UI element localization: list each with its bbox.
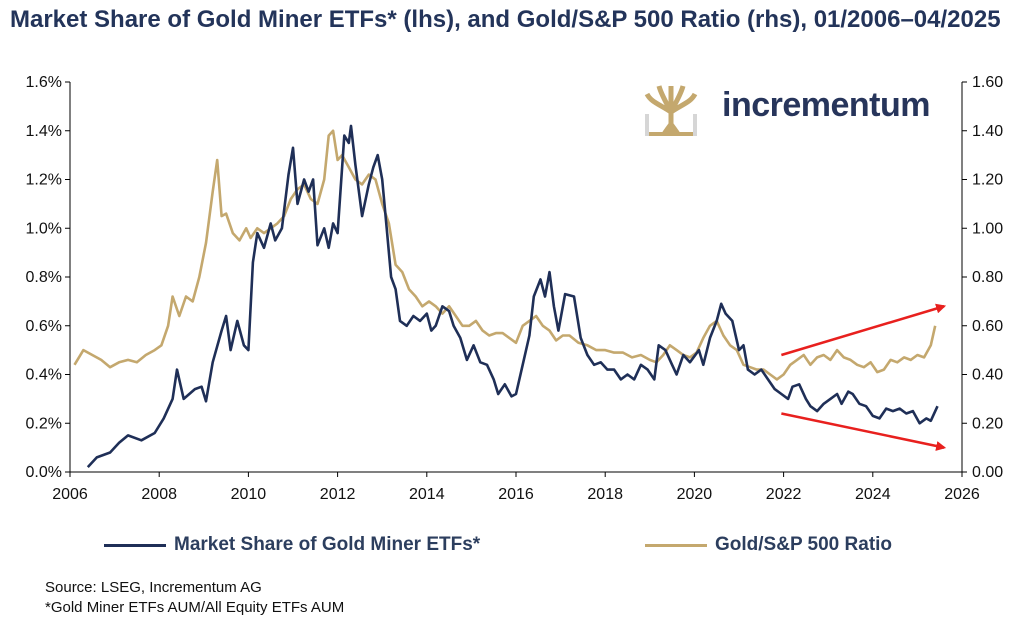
trend-arrow-up	[781, 303, 947, 357]
x-tick-label: 2016	[498, 486, 534, 503]
y-left-tick-label: 0.4%	[26, 367, 62, 384]
footnote-line: *Gold Miner ETFs AUM/All Equity ETFs AUM	[45, 599, 345, 616]
x-tick-label: 2008	[141, 486, 177, 503]
y-left-tick-label: 1.2%	[26, 172, 62, 189]
source-note: Source: LSEG, Incrementum AG *Gold Miner…	[45, 578, 344, 618]
x-tick-label: 2026	[944, 486, 980, 503]
y-left-tick-label: 0.0%	[26, 464, 62, 481]
y-right-tick-label: 0.40	[972, 367, 1003, 384]
trend-arrow-down	[781, 412, 947, 451]
y-left-tick-label: 0.8%	[26, 269, 62, 286]
chart-title: Market Share of Gold Miner ETFs* (lhs), …	[10, 6, 1001, 33]
series-group	[73, 124, 939, 468]
y-right-tick-label: 0.00	[972, 464, 1003, 481]
y-right-tick-label: 1.60	[972, 74, 1003, 91]
y-right-tick-label: 0.60	[972, 318, 1003, 335]
logo-wordmark: incrementum	[722, 86, 931, 124]
x-tick-label: 2018	[587, 486, 623, 503]
x-tick-label: 2012	[320, 486, 356, 503]
legend: Market Share of Gold Miner ETFs* Gold/S&…	[0, 530, 1028, 560]
source-line: Source: LSEG, Incrementum AG	[45, 579, 262, 596]
x-tick-label: 2014	[409, 486, 445, 503]
y-right-tick-label: 0.20	[972, 415, 1003, 432]
x-tick-label: 2020	[677, 486, 713, 503]
y-left-tick-label: 0.6%	[26, 318, 62, 335]
annotations-group	[781, 303, 947, 451]
x-tick-label: 2006	[52, 486, 88, 503]
legend-label-ratio: Gold/S&P 500 Ratio	[715, 534, 893, 555]
y-left-tick-label: 1.0%	[26, 220, 62, 237]
series-line-ratio	[73, 129, 937, 381]
legend-item-ratio: Gold/S&P 500 Ratio	[645, 534, 892, 556]
y-left-tick-label: 0.2%	[26, 415, 62, 432]
axes-group: 0.0% 0.2% 0.4% 0.6% 0.8% 1.0% 1.2% 1.4% 1.6% 0.00…	[26, 74, 1004, 503]
x-tick-label: 2024	[855, 486, 891, 503]
y-right-tick-label: 1.40	[972, 123, 1003, 140]
legend-swatch-miners	[104, 543, 166, 547]
y-left-tick-label: 1.6%	[26, 74, 62, 91]
series-line-miners	[86, 124, 939, 468]
y-left-tick-label: 1.4%	[26, 123, 62, 140]
legend-label-miners: Market Share of Gold Miner ETFs*	[174, 534, 481, 555]
x-tick-label: 2022	[766, 486, 802, 503]
tree-logo-icon	[644, 84, 698, 136]
incrementum-logo	[644, 84, 698, 136]
x-tick-label: 2010	[231, 486, 267, 503]
legend-item-miners: Market Share of Gold Miner ETFs*	[104, 534, 480, 556]
y-right-tick-label: 0.80	[972, 269, 1003, 286]
legend-swatch-ratio	[645, 543, 707, 547]
y-right-tick-label: 1.20	[972, 172, 1003, 189]
y-right-tick-label: 1.00	[972, 220, 1003, 237]
